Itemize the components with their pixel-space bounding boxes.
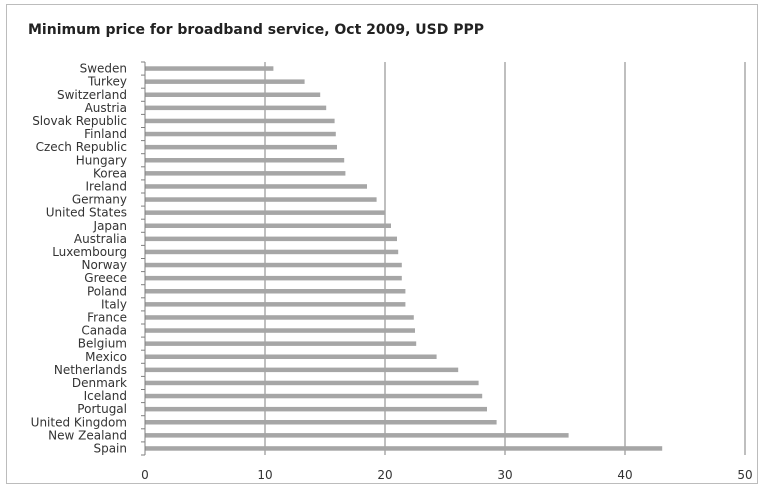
bar (145, 105, 327, 111)
bar (145, 420, 497, 425)
category-label: Czech Republic (36, 140, 127, 154)
category-label: United States (46, 206, 127, 220)
bar (145, 367, 459, 373)
category-label: Iceland (84, 389, 127, 403)
bar (145, 354, 437, 359)
x-tick-label: 30 (497, 468, 512, 482)
bar (145, 433, 569, 438)
x-tick-label: 0 (141, 468, 149, 482)
bar (145, 393, 483, 399)
x-tick-label: 20 (377, 468, 392, 482)
category-label: Korea (93, 166, 127, 180)
bar (145, 341, 417, 346)
bar (145, 171, 346, 176)
category-label: Switzerland (57, 88, 127, 102)
category-label: Germany (72, 193, 127, 207)
category-label: Denmark (72, 376, 127, 390)
category-label: Spain (93, 441, 127, 455)
bar (145, 275, 402, 281)
category-label: Luxembourg (52, 245, 127, 259)
category-label: Hungary (76, 153, 127, 167)
category-label: Mexico (85, 350, 127, 364)
bar (145, 197, 377, 202)
bar (145, 302, 406, 307)
category-label: United Kingdom (31, 415, 127, 429)
x-tick-label: 10 (257, 468, 272, 482)
bar (145, 210, 385, 215)
chart-title: Minimum price for broadband service, Oct… (28, 22, 485, 38)
category-label: Greece (84, 271, 127, 285)
x-tick-label: 50 (737, 468, 752, 482)
category-label: France (87, 310, 127, 324)
chart-frame (6, 4, 758, 484)
category-label: Netherlands (54, 363, 127, 377)
category-label: Japan (93, 219, 127, 233)
bar (145, 223, 391, 228)
category-label: Turkey (87, 75, 127, 89)
bar (145, 328, 415, 333)
bar (145, 315, 414, 320)
category-label: Austria (85, 101, 127, 115)
category-label: Finland (84, 127, 127, 141)
category-label: Italy (101, 297, 127, 311)
category-label: Poland (87, 284, 127, 298)
bar (145, 79, 305, 84)
bar (145, 158, 345, 163)
category-label: Ireland (85, 179, 127, 193)
category-label: Canada (81, 324, 127, 338)
bar (145, 184, 367, 189)
bar (145, 236, 397, 242)
bar (145, 118, 335, 124)
category-label: New Zealand (48, 428, 127, 442)
category-label: Belgium (78, 337, 127, 351)
category-label: Australia (74, 232, 127, 246)
bar (145, 66, 274, 71)
bar (145, 406, 487, 412)
category-label: Norway (81, 258, 127, 272)
category-label: Sweden (80, 62, 127, 76)
bar (145, 380, 479, 386)
category-label: Portugal (77, 402, 127, 416)
bar (145, 249, 399, 255)
category-label: Slovak Republic (32, 114, 127, 128)
bar (145, 144, 337, 150)
bar (145, 262, 402, 268)
x-tick-label: 40 (617, 468, 632, 482)
bar (145, 92, 321, 97)
bar (145, 289, 406, 294)
bar (145, 131, 336, 137)
bar (145, 446, 663, 451)
